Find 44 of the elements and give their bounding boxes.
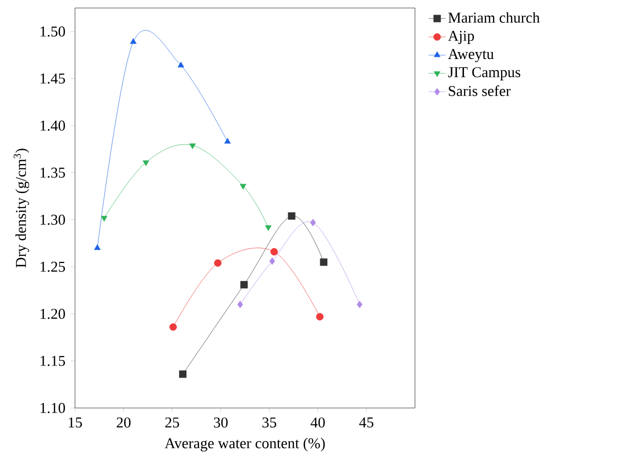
point — [130, 38, 137, 44]
x-tick-label: 25 — [165, 417, 180, 428]
point — [214, 259, 222, 267]
point — [240, 280, 248, 288]
x-tick-label: 35 — [262, 417, 276, 428]
x-tick-label: 45 — [359, 417, 374, 428]
y-axis-title: Dry density (g/cm$^{3}$) — [14, 148, 30, 268]
point — [310, 218, 316, 226]
x-axis-title: Average water content (%) — [164, 438, 325, 452]
y-tick-label: 1.10 — [40, 402, 65, 414]
x-tick-label: 20 — [116, 417, 131, 428]
point — [94, 244, 101, 250]
point — [100, 216, 108, 222]
point — [356, 300, 362, 308]
y-tick-label: 1.15 — [40, 356, 65, 366]
legend-label: Mariam church — [448, 12, 540, 23]
point — [224, 138, 231, 144]
legend-label: JIT Campus — [448, 67, 520, 80]
y-tick-label: 1.25 — [40, 262, 65, 272]
point — [270, 248, 278, 256]
y-tick-label: 1.40 — [40, 120, 65, 131]
legend-label: Saris sefer — [448, 85, 511, 96]
x-tick-label: 30 — [214, 417, 228, 428]
x-tick-label: 40 — [310, 417, 325, 428]
point — [320, 258, 328, 266]
point — [237, 300, 243, 308]
point — [189, 143, 196, 150]
point — [169, 323, 177, 331]
point — [179, 370, 187, 378]
y-tick-label: 1.30 — [40, 214, 65, 225]
y-tick-label: 1.20 — [40, 308, 65, 319]
point — [288, 212, 296, 220]
y-tick-label: 1.50 — [40, 26, 65, 37]
y-tick-label: 1.45 — [40, 74, 65, 84]
point — [316, 312, 324, 320]
point — [142, 160, 150, 166]
x-tick-label: 15 — [68, 417, 82, 428]
legend-label: Aweytu — [448, 49, 494, 62]
point — [178, 62, 184, 68]
y-tick-label: 1.35 — [40, 168, 65, 178]
point — [269, 257, 276, 265]
legend-label: Ajip — [448, 30, 474, 44]
point — [265, 225, 272, 231]
point — [240, 184, 246, 190]
